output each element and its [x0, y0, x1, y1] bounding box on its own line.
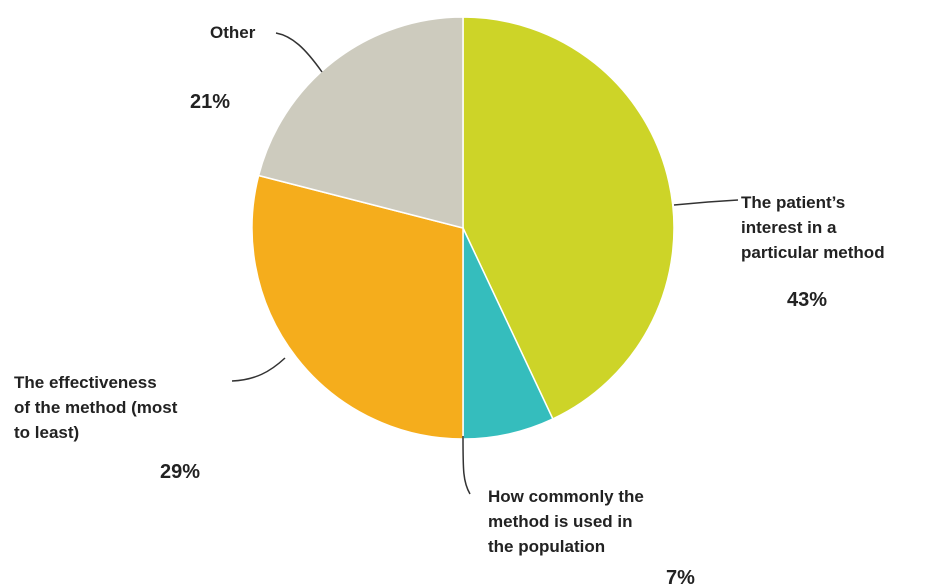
- leader-line-effectiveness: [231, 357, 286, 382]
- leader-line-other: [275, 32, 323, 73]
- slice-label-effectiveness: The effectiveness of the method (most to…: [14, 373, 182, 442]
- slice-label-line: interest in a: [741, 218, 837, 237]
- slice-percent-effectiveness: 29%: [160, 461, 200, 483]
- slice-label-line: The effectiveness: [14, 373, 157, 392]
- pie-slices: [251, 16, 675, 440]
- slice-label-line: method is used in: [488, 512, 633, 531]
- slice-label-other: Other: [210, 23, 256, 42]
- leader-lines: [231, 32, 739, 495]
- leader-line-how-commonly: [462, 435, 471, 495]
- slice-label-line: particular method: [741, 243, 885, 262]
- slice-percent-how-commonly: 7%: [666, 567, 695, 588]
- slice-label-line: Other: [210, 23, 256, 42]
- leader-line-patient-interest: [673, 199, 739, 206]
- slice-label-how-commonly: How commonly the method is used in the p…: [488, 487, 649, 556]
- slice-percent-other: 21%: [190, 91, 230, 113]
- pie-slice-patient-interest: [462, 16, 675, 420]
- pie-slice-effectiveness: [251, 174, 464, 440]
- slice-label-line: How commonly the: [488, 487, 644, 506]
- slice-label-line: of the method (most: [14, 398, 178, 417]
- pie-slice-other: [257, 16, 464, 229]
- slice-label-patient-interest: The patient’s interest in a particular m…: [741, 193, 885, 262]
- slice-label-line: the population: [488, 537, 605, 556]
- slice-label-line: to least): [14, 423, 79, 442]
- slice-label-line: The patient’s: [741, 193, 845, 212]
- slice-percent-patient-interest: 43%: [787, 289, 827, 311]
